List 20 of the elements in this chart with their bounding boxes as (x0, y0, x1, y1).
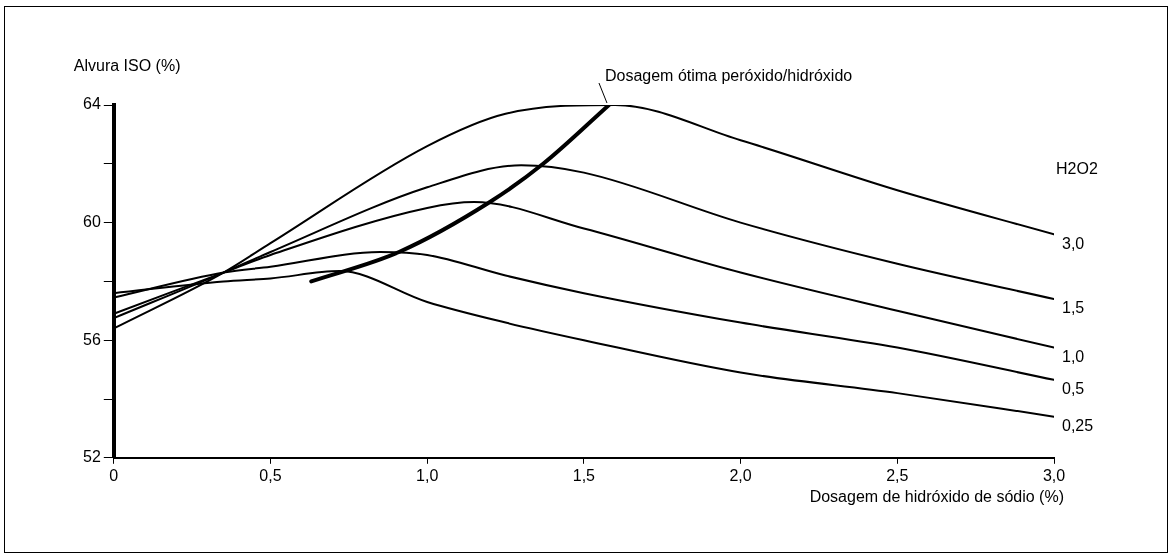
series-label: 0,25 (1062, 417, 1094, 435)
x-tick-label: 1,0 (416, 466, 439, 484)
series-label: 3,0 (1062, 234, 1085, 252)
y-tick-label: 52 (83, 448, 101, 466)
legend-title: H2O2 (1056, 159, 1098, 177)
y-tick-label: 56 (83, 330, 101, 348)
y-tick-label: 60 (83, 213, 101, 231)
x-tick-label: 2,5 (886, 466, 909, 484)
x-tick-label: 2,0 (729, 466, 752, 484)
x-tick-label: 0,5 (259, 466, 282, 484)
x-tick-label: 0 (109, 466, 119, 484)
x-tick-label: 3,0 (1042, 466, 1066, 484)
x-axis-title: Dosagem de hidróxido de sódio (%) (809, 488, 1064, 506)
series-label: 0,5 (1062, 380, 1085, 398)
annotation: Dosagem ótima peróxido/hidróxido (604, 67, 853, 85)
y-tick-label: 64 (83, 95, 101, 113)
x-tick-label: 1,5 (572, 466, 596, 484)
y-axis-title: Alvura ISO (%) (73, 57, 181, 75)
series-label: 1,0 (1062, 347, 1085, 365)
series-label: 1,5 (1062, 299, 1085, 317)
